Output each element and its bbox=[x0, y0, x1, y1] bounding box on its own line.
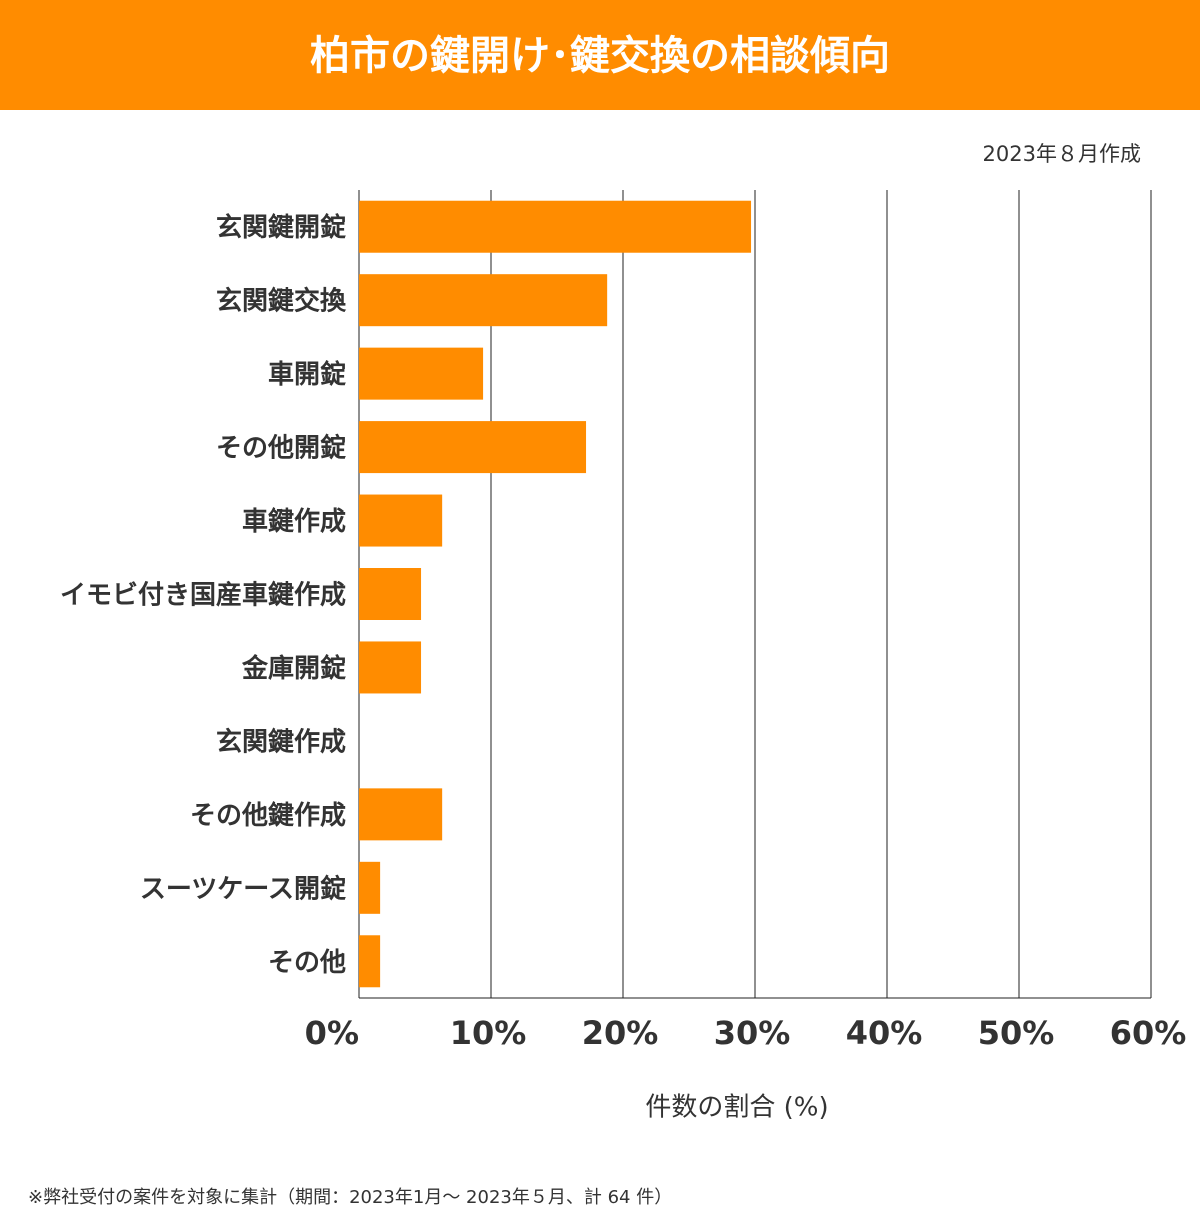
y-tick-label: 玄関鍵開錠 bbox=[216, 212, 346, 243]
x-tick-label: 30% bbox=[714, 1014, 791, 1052]
x-tick-label: 40% bbox=[846, 1014, 923, 1052]
bar bbox=[359, 861, 381, 914]
y-tick-label: 車鍵作成 bbox=[242, 506, 346, 537]
y-tick-label: スーツケース開錠 bbox=[140, 873, 346, 904]
x-tick-label: 0% bbox=[305, 1014, 359, 1052]
y-tick-label: イモビ付き国産車鍵作成 bbox=[60, 580, 346, 611]
y-tick-label: その他鍵作成 bbox=[190, 800, 346, 831]
bar bbox=[359, 347, 484, 400]
bar bbox=[359, 200, 752, 253]
bar bbox=[359, 641, 422, 694]
bar bbox=[359, 788, 443, 841]
x-tick-label: 60% bbox=[1110, 1014, 1187, 1052]
x-tick-label: 50% bbox=[978, 1014, 1055, 1052]
title-band bbox=[0, 0, 1200, 110]
y-tick-label: 金庫開錠 bbox=[241, 653, 346, 684]
chart-title: 柏市の鍵開け･鍵交換の相談傾向 bbox=[310, 33, 890, 79]
y-tick-label: 玄関鍵交換 bbox=[216, 286, 347, 317]
y-tick-label: 車開錠 bbox=[268, 359, 346, 390]
bar bbox=[359, 494, 443, 547]
footnote: ※弊社受付の案件を対象に集計（期間：2023年1月～ 2023年５月、計 64 … bbox=[28, 1187, 672, 1208]
y-tick-label: 玄関鍵作成 bbox=[216, 726, 346, 757]
x-axis-title: 件数の割合 (%) bbox=[645, 1093, 828, 1123]
y-tick-label: その他開錠 bbox=[216, 433, 346, 464]
y-tick-label: その他 bbox=[268, 948, 346, 978]
bar bbox=[359, 274, 608, 327]
bar bbox=[359, 935, 381, 988]
x-tick-label: 10% bbox=[450, 1014, 527, 1052]
x-tick-label: 20% bbox=[582, 1014, 659, 1052]
bar bbox=[359, 568, 422, 620]
bar bbox=[359, 421, 587, 474]
subtitle: 2023年８月作成 bbox=[983, 142, 1141, 166]
